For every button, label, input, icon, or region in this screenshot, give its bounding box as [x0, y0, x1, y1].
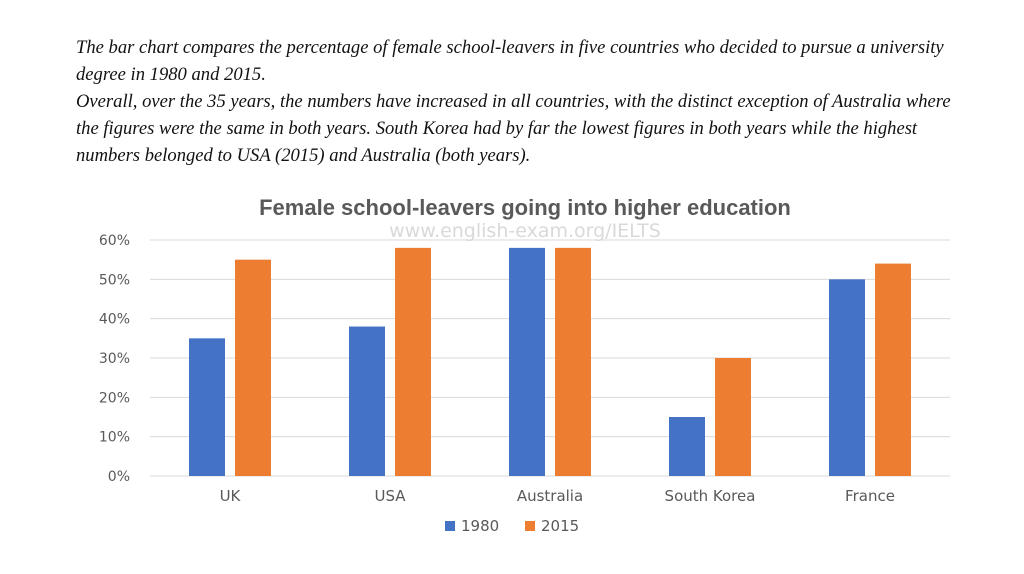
bar-2015	[875, 263, 911, 476]
intro-text: The bar chart compares the percentage of…	[76, 34, 976, 169]
bars	[189, 247, 911, 476]
category-label: South Korea	[665, 487, 756, 505]
bar-chart-svg: Female school-leavers going into higher …	[99, 195, 950, 535]
y-tick-label: 0%	[108, 469, 130, 485]
category-label: UK	[220, 487, 242, 505]
y-tick-label: 50%	[99, 272, 130, 288]
bar-1980	[669, 417, 705, 476]
category-label: USA	[374, 487, 406, 505]
y-axis-ticks: 0% 10% 20% 30% 40% 50% 60%	[99, 233, 130, 485]
bar-1980	[829, 279, 865, 476]
watermark: www.english-exam.org/IELTS	[389, 220, 661, 242]
gridlines	[150, 239, 950, 477]
bar-2015	[555, 247, 591, 476]
bar-2015	[715, 358, 751, 476]
intro-paragraph-2: Overall, over the 35 years, the numbers …	[76, 91, 951, 166]
legend-label-2015: 2015	[541, 517, 579, 535]
bar-1980	[509, 247, 545, 476]
x-axis-categories: UK USA Australia South Korea France	[220, 487, 895, 505]
category-label: Australia	[517, 487, 583, 505]
intro-paragraph-1: The bar chart compares the percentage of…	[76, 37, 944, 85]
legend-swatch-1980	[445, 521, 455, 531]
bar-2015	[235, 259, 271, 476]
bar-1980	[349, 326, 385, 476]
y-tick-label: 20%	[99, 390, 130, 406]
y-tick-label: 40%	[99, 312, 130, 328]
category-label: France	[845, 487, 895, 505]
chart-title: Female school-leavers going into higher …	[259, 195, 791, 220]
bar-2015	[395, 247, 431, 476]
y-tick-label: 30%	[99, 351, 130, 367]
bar-1980	[189, 338, 225, 476]
bar-chart: Female school-leavers going into higher …	[0, 185, 1024, 574]
legend-swatch-2015	[525, 521, 535, 531]
y-tick-label: 10%	[99, 430, 130, 446]
y-tick-label: 60%	[99, 233, 130, 249]
legend-label-1980: 1980	[461, 517, 499, 535]
legend: 1980 2015	[445, 517, 579, 535]
